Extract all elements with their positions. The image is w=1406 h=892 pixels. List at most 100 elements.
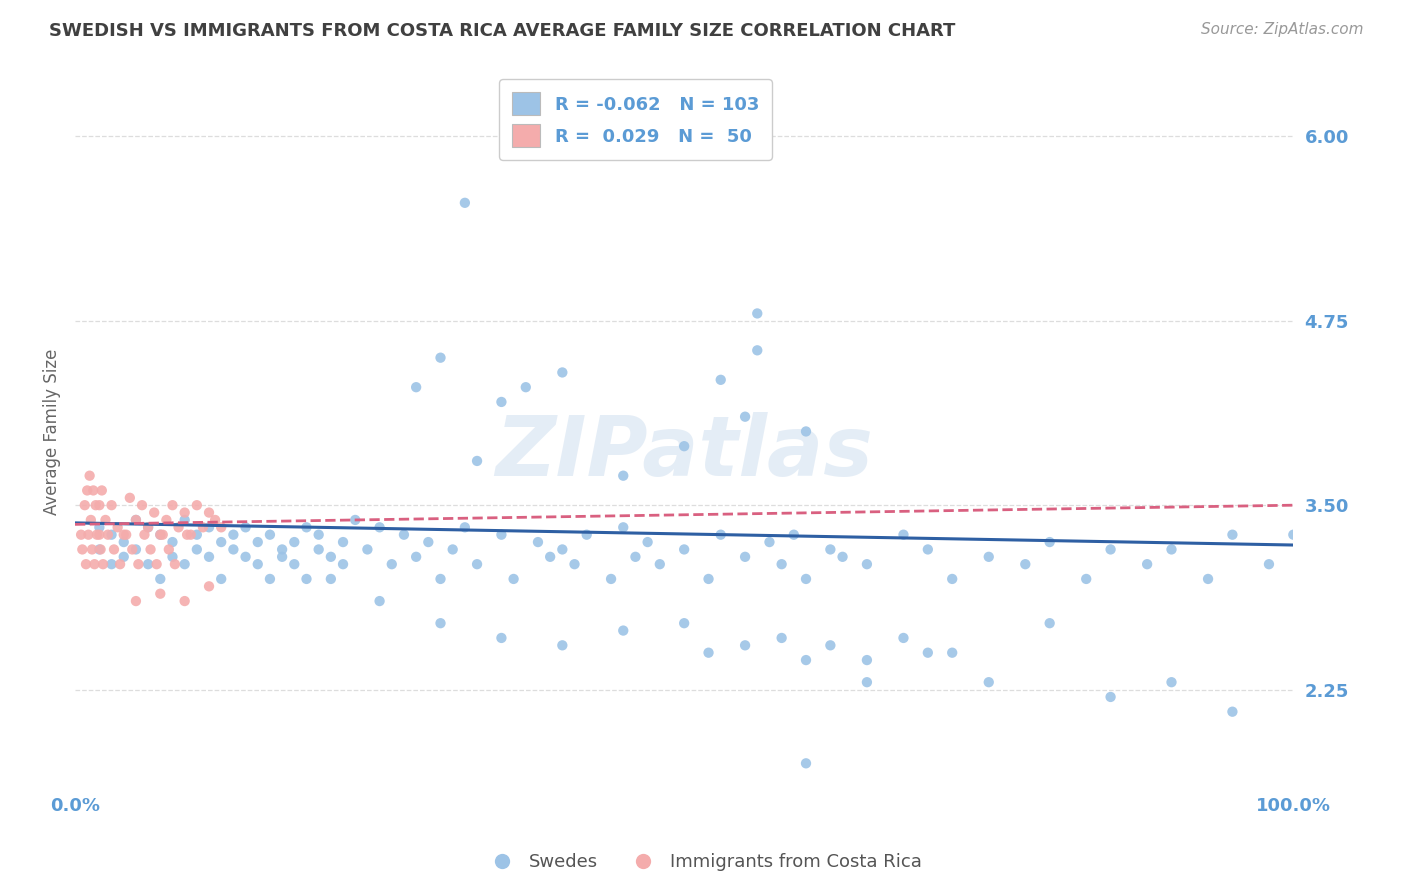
Point [1197, 572, 1219, 586]
Point [1076, 572, 1098, 586]
Point [204, 513, 226, 527]
Legend: R = -0.062   N = 103, R =  0.029   N =  50: R = -0.062 N = 103, R = 0.029 N = 50 [499, 79, 772, 160]
Point [392, 527, 415, 541]
Point [136, 558, 159, 572]
Point [100, 498, 122, 512]
Point [405, 549, 427, 564]
Point [491, 527, 513, 541]
Point [112, 535, 135, 549]
Point [77, 527, 100, 541]
Point [112, 527, 135, 541]
Point [209, 520, 232, 534]
Point [794, 756, 817, 771]
Point [149, 587, 172, 601]
Text: Source: ZipAtlas.com: Source: ZipAtlas.com [1201, 22, 1364, 37]
Point [429, 616, 451, 631]
Y-axis label: Average Family Size: Average Family Size [44, 348, 60, 515]
Point [157, 542, 180, 557]
Point [856, 558, 879, 572]
Point [103, 542, 125, 557]
Point [176, 527, 198, 541]
Point [89, 527, 111, 541]
Point [127, 558, 149, 572]
Point [295, 520, 318, 534]
Point [79, 468, 101, 483]
Point [734, 638, 756, 652]
Point [246, 558, 269, 572]
Point [319, 549, 342, 564]
Point [107, 520, 129, 534]
Point [222, 542, 245, 557]
Point [332, 558, 354, 572]
Point [418, 535, 440, 549]
Point [515, 380, 537, 394]
Point [491, 631, 513, 645]
Text: SWEDISH VS IMMIGRANTS FROM COSTA RICA AVERAGE FAMILY SIZE CORRELATION CHART: SWEDISH VS IMMIGRANTS FROM COSTA RICA AV… [49, 22, 956, 40]
Point [368, 520, 391, 534]
Point [917, 646, 939, 660]
Point [820, 542, 842, 557]
Point [1014, 558, 1036, 572]
Point [82, 483, 104, 498]
Point [97, 527, 120, 541]
Point [100, 527, 122, 541]
Point [368, 594, 391, 608]
Point [429, 572, 451, 586]
Point [758, 535, 780, 549]
Point [131, 498, 153, 512]
Point [125, 542, 148, 557]
Point [80, 513, 103, 527]
Point [186, 498, 208, 512]
Point [149, 527, 172, 541]
Point [173, 513, 195, 527]
Point [747, 306, 769, 320]
Point [235, 520, 257, 534]
Point [1136, 558, 1159, 572]
Point [295, 572, 318, 586]
Point [167, 520, 190, 534]
Point [893, 631, 915, 645]
Point [1282, 527, 1305, 541]
Point [84, 498, 107, 512]
Point [162, 535, 184, 549]
Point [222, 527, 245, 541]
Point [118, 491, 141, 505]
Point [697, 572, 720, 586]
Point [259, 527, 281, 541]
Point [89, 498, 111, 512]
Point [747, 343, 769, 358]
Point [697, 646, 720, 660]
Point [125, 513, 148, 527]
Point [155, 513, 177, 527]
Point [1160, 675, 1182, 690]
Point [108, 558, 131, 572]
Point [121, 542, 143, 557]
Point [673, 616, 696, 631]
Point [820, 638, 842, 652]
Point [538, 549, 561, 564]
Point [734, 549, 756, 564]
Point [271, 542, 294, 557]
Point [198, 506, 221, 520]
Point [770, 558, 793, 572]
Point [465, 454, 488, 468]
Point [143, 506, 166, 520]
Point [209, 572, 232, 586]
Text: ZIPatlas: ZIPatlas [495, 412, 873, 493]
Point [89, 542, 111, 557]
Point [344, 513, 367, 527]
Point [794, 425, 817, 439]
Point [977, 675, 1000, 690]
Point [112, 549, 135, 564]
Point [465, 558, 488, 572]
Point [308, 542, 330, 557]
Point [162, 498, 184, 512]
Point [564, 558, 586, 572]
Point [856, 653, 879, 667]
Point [152, 527, 174, 541]
Point [115, 527, 138, 541]
Point [381, 558, 404, 572]
Point [1258, 558, 1281, 572]
Point [673, 439, 696, 453]
Point [1222, 527, 1244, 541]
